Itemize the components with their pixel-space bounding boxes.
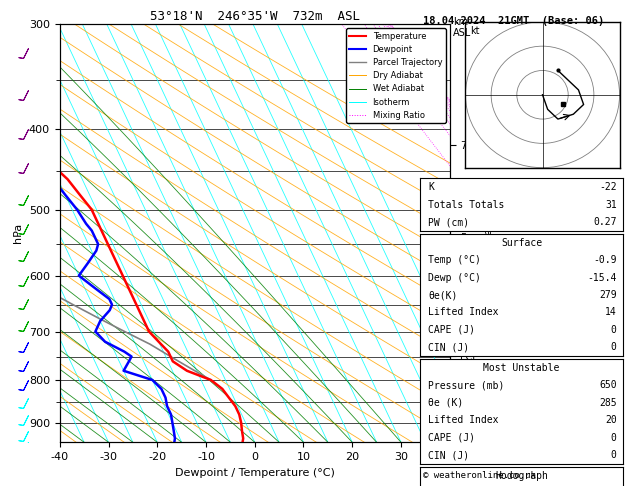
- Y-axis label: hPa: hPa: [13, 223, 23, 243]
- Text: Most Unstable: Most Unstable: [483, 363, 560, 373]
- Text: -22: -22: [599, 182, 616, 192]
- Text: 285: 285: [599, 398, 616, 408]
- X-axis label: Dewpoint / Temperature (°C): Dewpoint / Temperature (°C): [175, 468, 335, 478]
- Text: 14: 14: [605, 308, 616, 317]
- Text: Totals Totals: Totals Totals: [428, 200, 504, 209]
- Text: 650: 650: [599, 381, 616, 390]
- Text: θe (K): θe (K): [428, 398, 464, 408]
- Text: 279: 279: [599, 290, 616, 300]
- Text: © weatheronline.co.uk: © weatheronline.co.uk: [423, 471, 535, 480]
- Text: Temp (°C): Temp (°C): [428, 255, 481, 265]
- Title: 53°18'N  246°35'W  732m  ASL: 53°18'N 246°35'W 732m ASL: [150, 10, 360, 23]
- Text: PW (cm): PW (cm): [428, 217, 469, 227]
- Text: 0: 0: [611, 343, 616, 352]
- Text: -15.4: -15.4: [587, 273, 616, 282]
- Text: kt: kt: [470, 26, 479, 36]
- Text: 0: 0: [611, 325, 616, 335]
- Text: 18.04.2024  21GMT  (Base: 06): 18.04.2024 21GMT (Base: 06): [423, 16, 604, 26]
- Legend: Temperature, Dewpoint, Parcel Trajectory, Dry Adiabat, Wet Adiabat, Isotherm, Mi: Temperature, Dewpoint, Parcel Trajectory…: [346, 29, 445, 123]
- Text: 20: 20: [605, 416, 616, 425]
- Text: CIN (J): CIN (J): [428, 451, 469, 460]
- Text: K: K: [428, 182, 434, 192]
- Y-axis label: Mixing Ratio (g/kg): Mixing Ratio (g/kg): [482, 187, 492, 279]
- Text: CAPE (J): CAPE (J): [428, 325, 476, 335]
- Text: 0: 0: [611, 433, 616, 443]
- Text: θe(K): θe(K): [428, 290, 458, 300]
- Text: CAPE (J): CAPE (J): [428, 433, 476, 443]
- Text: Hodograph: Hodograph: [495, 471, 548, 481]
- Text: Dewp (°C): Dewp (°C): [428, 273, 481, 282]
- Text: -0.9: -0.9: [593, 255, 616, 265]
- Text: ASL: ASL: [453, 28, 471, 38]
- Text: 31: 31: [605, 200, 616, 209]
- Text: km: km: [453, 17, 468, 27]
- Text: Lifted Index: Lifted Index: [428, 308, 499, 317]
- Text: Lifted Index: Lifted Index: [428, 416, 499, 425]
- Text: 0: 0: [611, 451, 616, 460]
- Text: CIN (J): CIN (J): [428, 343, 469, 352]
- Text: Surface: Surface: [501, 238, 542, 247]
- Text: Pressure (mb): Pressure (mb): [428, 381, 504, 390]
- Text: 0.27: 0.27: [593, 217, 616, 227]
